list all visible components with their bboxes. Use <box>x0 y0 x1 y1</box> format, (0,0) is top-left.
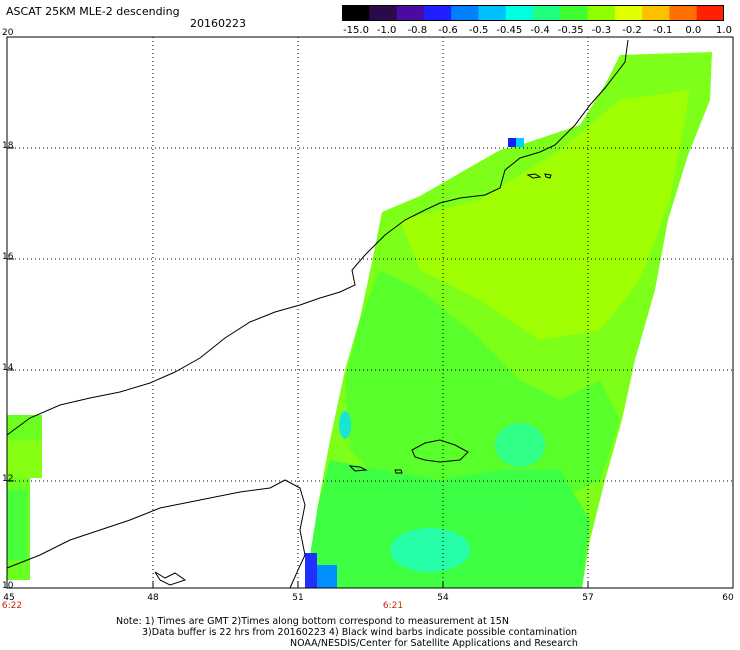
colorbar-segment <box>451 5 479 21</box>
cyan-patch-4 <box>516 138 524 147</box>
note-line-2: 3)Data buffer is 22 hrs from 20160223 4)… <box>142 627 578 638</box>
swath-left-green <box>7 490 27 560</box>
coast-fragment <box>154 571 187 586</box>
colorbar-segment <box>478 5 507 21</box>
blue-patch-3 <box>508 138 516 147</box>
swath-left-upper <box>7 440 42 478</box>
lon-label-57: 57 <box>582 593 594 603</box>
colorbar-label: -0.8 <box>407 25 428 36</box>
colorbar-segment <box>696 5 724 21</box>
swath-yellow-green <box>400 90 690 340</box>
coastline-somalia <box>6 479 306 589</box>
note-line-3: NOAA/NESDIS/Center for Satellite Applica… <box>290 638 578 649</box>
map-title: ASCAT 25KM MLE-2 descending <box>6 5 180 18</box>
colorbar-label: 0.0 <box>685 25 702 36</box>
colorbar-segment <box>587 5 616 21</box>
colorbar-label: -0.1 <box>652 25 673 36</box>
colorbar <box>342 5 724 21</box>
blue-patch-2 <box>317 565 337 588</box>
colorbar-segment <box>369 5 398 21</box>
lon-label-48: 48 <box>147 593 159 603</box>
colorbar-segment <box>614 5 643 21</box>
lon-label-54: 54 <box>437 593 449 603</box>
lon-label-45: 45 <box>3 593 15 603</box>
graticule <box>7 37 733 588</box>
lon-label-60: 60 <box>722 593 734 603</box>
lat-label-14: 14 <box>2 363 14 373</box>
island-kuria-muria <box>526 173 552 179</box>
swath-green-band <box>345 270 620 520</box>
coastline-arabia <box>6 39 629 436</box>
colorbar-segment <box>560 5 589 21</box>
map-date: 20160223 <box>190 17 246 30</box>
island-samhah <box>394 469 403 474</box>
colorbar-label: -15.0 <box>343 25 369 36</box>
colorbar-label: -0.5 <box>468 25 489 36</box>
swath-green-lower <box>305 460 590 588</box>
colorbar-label: -1.0 <box>376 25 397 36</box>
colorbar-segment <box>642 5 670 21</box>
lon-label-51: 51 <box>292 593 304 603</box>
colorbar-label: 1.0 <box>716 25 732 36</box>
blue-patch-1 <box>305 553 317 588</box>
island-abd-al-kuri <box>348 465 368 472</box>
cyan-patch-2 <box>495 423 545 467</box>
colorbar-segment <box>342 5 370 21</box>
colorbar-label: -0.45 <box>496 25 523 36</box>
lat-label-12: 12 <box>2 474 14 484</box>
colorbar-label: -0.6 <box>438 25 458 36</box>
cyan-patch-1 <box>390 528 470 572</box>
island-socotra <box>411 439 469 463</box>
colorbar-segment <box>669 5 698 21</box>
map-frame <box>6 36 734 589</box>
lat-label-16: 16 <box>2 252 14 262</box>
colorbar-label: -0.3 <box>591 25 612 36</box>
lat-label-10: 10 <box>2 581 14 591</box>
lat-label-20: 20 <box>2 28 14 38</box>
colorbar-segment <box>423 5 452 21</box>
colorbar-label: -0.4 <box>530 25 550 36</box>
colorbar-segment <box>505 5 534 21</box>
note-line-1: Note: 1) Times are GMT 2)Times along bot… <box>116 616 509 627</box>
colorbar-label: -0.35 <box>557 25 584 36</box>
lat-label-18: 18 <box>2 141 14 151</box>
time-label-left: 6:22 <box>1 601 23 611</box>
colorbar-segment <box>533 5 561 21</box>
colorbar-label: -0.2 <box>622 25 642 36</box>
cyan-patch-3 <box>339 411 351 439</box>
colorbar-segment <box>396 5 425 21</box>
time-label-center: 6:21 <box>382 601 404 611</box>
